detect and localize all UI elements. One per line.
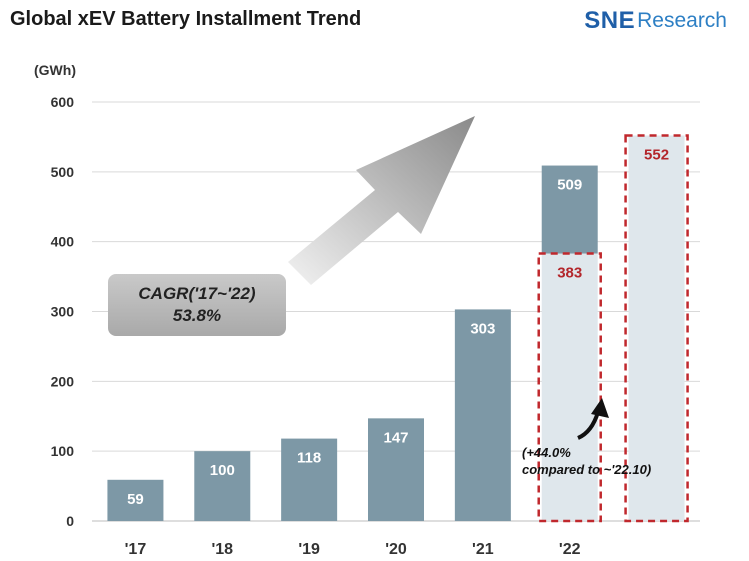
y-tick-label: 300 — [51, 304, 75, 320]
y-tick-label: 400 — [51, 234, 75, 250]
x-tick-label: '22 — [559, 541, 581, 558]
y-tick-label: 600 — [51, 94, 75, 110]
bar-value-label: 118 — [297, 450, 321, 467]
growth-arrow-icon — [288, 116, 475, 285]
bar-value-label: 147 — [383, 429, 408, 446]
y-tick-label: 100 — [51, 443, 75, 459]
bar — [194, 451, 251, 521]
growth-note: (+44.0% compared to ~'22.10) — [522, 444, 651, 478]
cagr-label: CAGR('17~'22) — [138, 284, 256, 303]
growth-note-line1: (+44.0% — [522, 445, 571, 460]
x-tick-label: '17 — [125, 541, 147, 558]
x-tick-label: '20 — [385, 541, 407, 558]
sne-research-logo: SNE Research — [584, 6, 727, 36]
y-tick-label: 0 — [66, 513, 74, 529]
logo-research: Research — [637, 9, 727, 32]
bar — [107, 479, 164, 521]
y-tick-label: 200 — [51, 373, 75, 389]
logo-sne: SNE — [584, 7, 636, 34]
dashed-highlight-box — [624, 134, 689, 523]
bar-value-label: 509 — [557, 177, 582, 194]
y-axis-label: (GWh) — [34, 62, 76, 78]
highlight-value-label: 552 — [644, 147, 669, 164]
x-tick-label: '21 — [472, 541, 494, 558]
bar — [281, 438, 338, 521]
bar — [541, 165, 598, 254]
cagr-value: 53.8% — [172, 306, 222, 325]
bar-value-label: 59 — [127, 491, 144, 508]
bar — [368, 418, 424, 521]
bar-value-label: 100 — [210, 462, 235, 479]
x-tick-label: '19 — [298, 541, 320, 558]
cagr-callout: CAGR('17~'22) 53.8% — [108, 274, 286, 336]
dashed-highlight-box — [537, 252, 602, 523]
bar — [454, 309, 511, 521]
bar-segment-light — [541, 253, 598, 521]
chart-title: Global xEV Battery Installment Trend — [10, 8, 362, 30]
growth-note-line2: compared to ~'22.10) — [522, 462, 652, 477]
bar-projected — [628, 135, 685, 521]
bar-value-label: 303 — [470, 320, 495, 337]
y-tick-label: 500 — [51, 164, 75, 180]
highlight-value-label: 383 — [557, 265, 582, 282]
curved-arrow-head-icon — [591, 398, 609, 418]
x-tick-label: '18 — [211, 541, 233, 558]
